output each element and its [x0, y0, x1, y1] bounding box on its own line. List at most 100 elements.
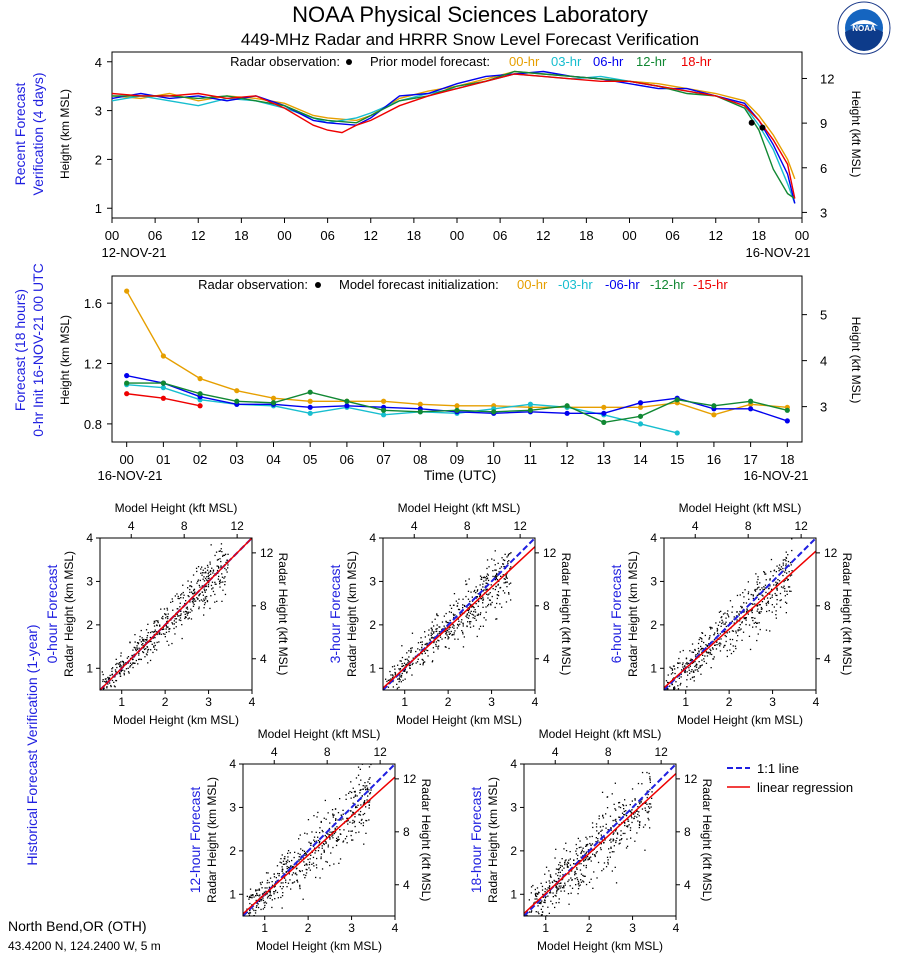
- scatter-ylabel-left: Radar Height (km MSL): [345, 551, 359, 677]
- scatter-point: [315, 840, 317, 842]
- scatter-point: [137, 642, 140, 644]
- scatter-point: [554, 906, 556, 909]
- scatter-point: [548, 870, 550, 872]
- scatter-point: [424, 652, 426, 654]
- scatter-point: [758, 612, 760, 614]
- scatter-point: [631, 809, 633, 811]
- scatter-point: [698, 638, 700, 641]
- scatter-point: [566, 865, 569, 868]
- panel2-series-point-00-hr: [124, 288, 130, 294]
- scatter-point: [310, 842, 312, 844]
- scatter-point: [140, 641, 142, 643]
- scatter-point: [735, 630, 737, 632]
- scatter-point: [267, 895, 269, 898]
- scatter-point: [400, 681, 402, 683]
- scatter-point: [149, 636, 151, 639]
- scatter-point: [355, 805, 357, 807]
- scatter-point: [349, 791, 351, 793]
- scatter-point: [545, 866, 548, 868]
- panel2-series-point--12-hr: [307, 389, 313, 395]
- scatter-point: [486, 573, 489, 575]
- scatter-point: [452, 613, 455, 615]
- scatter-x2tick-label: 12: [230, 519, 244, 533]
- scatter-xtick-label: 1: [542, 921, 549, 935]
- scatter-point: [293, 856, 295, 859]
- scatter-point: [535, 911, 537, 913]
- scatter-point: [187, 611, 189, 613]
- scatter-point: [740, 628, 742, 630]
- scatter-point: [302, 857, 305, 859]
- scatter-point: [152, 637, 155, 639]
- scatter-point: [625, 815, 628, 817]
- scatter-point: [772, 575, 774, 577]
- scatter-point: [266, 879, 269, 882]
- scatter-point: [190, 585, 192, 587]
- scatter-point: [193, 597, 195, 600]
- scatter-point: [616, 837, 618, 839]
- scatter-y2tick-label: 4: [403, 878, 410, 892]
- scatter-point: [179, 606, 181, 608]
- scatter-point: [558, 864, 560, 866]
- scatter-point: [227, 567, 229, 569]
- scatter-point: [339, 833, 341, 835]
- scatter-point: [669, 666, 671, 668]
- scatter-point: [501, 557, 503, 559]
- scatter-point: [102, 688, 105, 690]
- scatter-point: [209, 563, 211, 565]
- scatter-point: [454, 630, 456, 632]
- scatter-point: [145, 641, 147, 643]
- scatter-point: [692, 651, 695, 653]
- scatter-point: [202, 600, 204, 602]
- scatter-point: [317, 839, 319, 842]
- scatter-point: [553, 879, 555, 882]
- scatter-forecast-label: 18-hour Forecast: [468, 787, 484, 894]
- scatter-point: [738, 614, 740, 616]
- scatter-point: [302, 849, 304, 852]
- scatter-point: [329, 822, 331, 824]
- scatter-point: [346, 842, 348, 844]
- scatter-ytick-label: 2: [86, 618, 93, 632]
- scatter-point: [755, 621, 757, 624]
- scatter-point: [255, 909, 257, 912]
- scatter-point: [625, 847, 628, 849]
- scatter-point: [357, 774, 360, 776]
- scatter-point: [750, 593, 752, 596]
- scatter-point: [485, 606, 487, 608]
- scatter-point: [784, 559, 786, 561]
- scatter-point: [490, 584, 492, 586]
- scatter-point: [760, 606, 763, 609]
- scatter-point: [315, 864, 318, 866]
- scatter-point: [673, 688, 675, 690]
- scatter-point: [123, 674, 125, 676]
- scatter-point: [292, 872, 295, 874]
- scatter-xlabel-bottom: Model Height (km MSL): [677, 713, 803, 727]
- scatter-point: [248, 912, 251, 914]
- scatter-point: [618, 802, 620, 804]
- scatter-point: [504, 559, 506, 562]
- scatter-point: [786, 593, 788, 595]
- scatter-point: [180, 594, 182, 596]
- scatter-point: [325, 841, 327, 843]
- scatter-point: [347, 823, 349, 825]
- scatter-x2tick-label: 8: [745, 519, 752, 533]
- scatter-point: [167, 626, 169, 628]
- scatter-point: [477, 613, 480, 615]
- scatter-point: [790, 590, 792, 592]
- scatter-point: [542, 905, 544, 908]
- scatter-point: [210, 584, 213, 587]
- scatter-point: [453, 604, 455, 606]
- scatter-point: [752, 597, 754, 600]
- scatter-point: [362, 785, 364, 787]
- scatter-point: [273, 893, 275, 895]
- scatter-point: [601, 839, 604, 841]
- scatter-point: [180, 597, 182, 599]
- scatter-point: [450, 607, 453, 609]
- scatter-point: [268, 881, 270, 884]
- scatter-point: [112, 667, 114, 669]
- scatter-point: [761, 587, 763, 589]
- scatter-point: [407, 659, 409, 662]
- panel2-series-point--06-hr: [748, 406, 754, 412]
- scatter-point: [409, 667, 411, 669]
- scatter-point: [463, 636, 465, 638]
